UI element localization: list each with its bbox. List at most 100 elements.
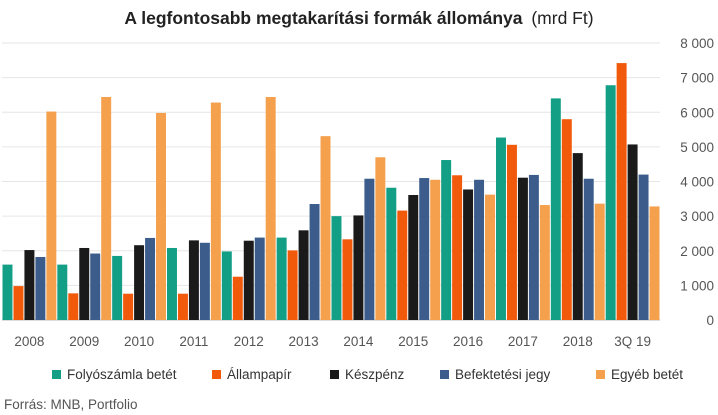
- bar: [506, 144, 517, 320]
- x-tick-label: 2015: [398, 334, 428, 349]
- bar: [199, 242, 210, 320]
- bar: [485, 194, 495, 320]
- bar: [46, 111, 57, 320]
- bar: [419, 178, 430, 320]
- bar: [265, 97, 276, 320]
- bar: [331, 216, 342, 321]
- x-tick-label: 2008: [14, 334, 44, 349]
- bar: [353, 215, 364, 320]
- legend-item: Folyószámla betét: [52, 367, 177, 382]
- bar: [408, 195, 419, 320]
- bar: [594, 203, 605, 320]
- legend-swatch: [596, 370, 605, 379]
- bar: [68, 293, 79, 320]
- bar: [397, 210, 408, 320]
- legend-item: Készpénz: [330, 367, 405, 382]
- chart-title-unit: (mrd Ft): [531, 8, 593, 28]
- bar: [2, 264, 13, 320]
- x-tick-label: 2018: [563, 334, 593, 349]
- chart-title: A legfontosabb megtakarítási formák állo…: [124, 8, 593, 28]
- bar: [254, 237, 265, 320]
- x-tick-label: 2016: [453, 334, 483, 349]
- y-tick-label: 1 000: [680, 278, 714, 293]
- bar: [210, 102, 221, 320]
- chart-title-main: A legfontosabb megtakarítási formák állo…: [124, 8, 522, 28]
- legend-swatch: [440, 370, 449, 379]
- bar: [167, 247, 177, 320]
- bar: [463, 189, 474, 320]
- y-tick-label: 8 000: [680, 36, 714, 51]
- legend-item: Befektetési jegy: [440, 367, 551, 382]
- legend-label: Befektetési jegy: [455, 367, 551, 382]
- legend-item: Egyéb betét: [596, 367, 683, 382]
- bar: [188, 240, 199, 320]
- bar: [539, 205, 550, 320]
- bar: [90, 253, 101, 320]
- bar: [79, 247, 90, 320]
- x-tick-label: 2012: [234, 334, 264, 349]
- bar: [528, 174, 539, 320]
- bar: [287, 250, 298, 320]
- y-tick-label: 7 000: [680, 71, 714, 86]
- x-tick-label: 2013: [289, 334, 319, 349]
- bar: [605, 85, 616, 321]
- bar: [232, 276, 243, 320]
- bar: [101, 97, 112, 320]
- bar: [145, 237, 156, 320]
- legend-item: Állampapír: [212, 367, 292, 382]
- bar: [550, 98, 561, 321]
- x-tick-label: 2011: [179, 334, 208, 349]
- y-axis: 0 1 000 2 000 3 000 4 000 5 000 6 000 7 000 8 00…: [680, 36, 714, 328]
- legend-swatch: [52, 370, 61, 379]
- bar: [177, 293, 188, 320]
- x-tick-label: 2017: [508, 334, 538, 349]
- bar: [430, 179, 441, 320]
- x-tick-label: 2014: [343, 334, 374, 349]
- legend-label: Egyéb betét: [611, 367, 683, 382]
- bar: [375, 157, 386, 320]
- bar: [276, 237, 287, 320]
- x-tick-label: 2010: [124, 334, 154, 349]
- y-tick-label: 5 000: [680, 140, 714, 155]
- legend: Folyószámla betét Állampapír Készpénz Befek…: [52, 367, 683, 382]
- bar: [123, 293, 134, 320]
- legend-swatch: [212, 370, 221, 379]
- bar: [386, 187, 397, 320]
- gridlines: [2, 42, 660, 321]
- bar: [35, 256, 46, 320]
- bar: [13, 286, 24, 320]
- bar: [638, 174, 649, 320]
- y-tick-label: 6 000: [680, 105, 714, 120]
- bar: [156, 112, 166, 320]
- y-tick-label: 3 000: [680, 209, 714, 224]
- legend-label: Állampapír: [227, 367, 292, 382]
- plot-area: [2, 63, 660, 321]
- y-tick-label: 0: [706, 313, 714, 328]
- source-note: Forrás: MNB, Portfolio: [4, 397, 138, 412]
- bar: [320, 136, 331, 320]
- x-axis: 2008 2009 2010 2011 2012 2013 2014 2015 2016 2017…: [14, 334, 651, 349]
- y-tick-label: 2 000: [680, 244, 714, 259]
- legend-swatch: [330, 370, 339, 379]
- bar: [561, 119, 572, 321]
- bar: [134, 245, 145, 320]
- x-tick-label: 2009: [69, 334, 99, 349]
- bar: [452, 175, 463, 320]
- bar: [517, 177, 528, 320]
- bar: [627, 144, 638, 320]
- bar: [441, 160, 452, 320]
- legend-label: Készpénz: [345, 367, 405, 382]
- bar: [112, 255, 123, 320]
- bar: [364, 178, 375, 320]
- bar: [309, 204, 320, 320]
- y-tick-label: 4 000: [680, 175, 714, 190]
- legend-label: Folyószámla betét: [67, 367, 177, 382]
- bar: [616, 63, 627, 320]
- bar: [221, 251, 232, 320]
- bar: [298, 230, 309, 320]
- bar: [572, 153, 583, 320]
- bar: [474, 179, 485, 320]
- bar: [649, 206, 660, 320]
- bar: [24, 250, 35, 320]
